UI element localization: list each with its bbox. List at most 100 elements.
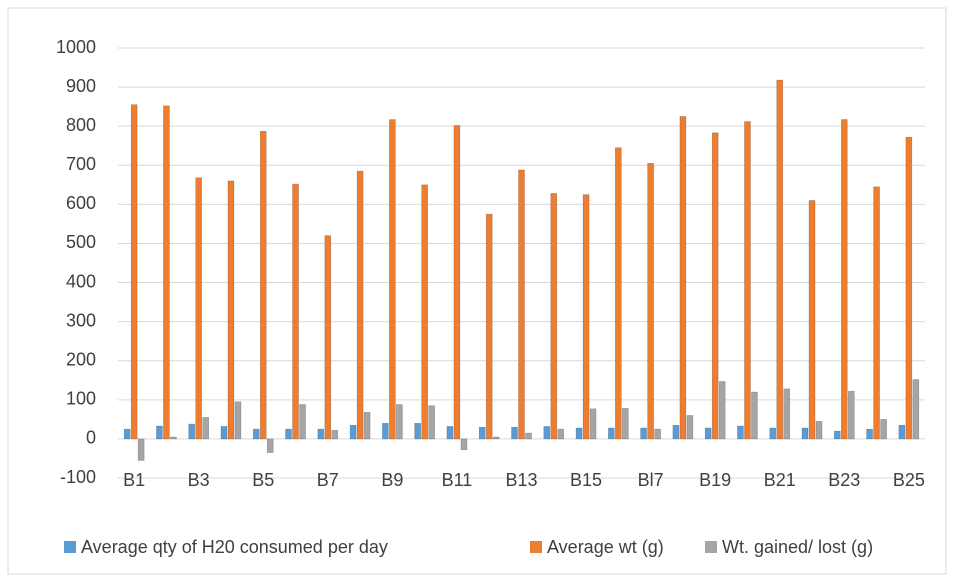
legend-swatch bbox=[64, 541, 76, 553]
bar bbox=[866, 428, 873, 440]
bar bbox=[737, 425, 744, 440]
bar bbox=[460, 438, 468, 451]
bar bbox=[769, 427, 777, 440]
y-tick-label: 200 bbox=[66, 349, 96, 369]
y-tick-label: 500 bbox=[66, 232, 96, 252]
bar bbox=[511, 426, 518, 440]
bar bbox=[912, 379, 920, 440]
bar bbox=[672, 424, 680, 440]
x-tick-label: B3 bbox=[188, 470, 210, 490]
y-tick-label: 300 bbox=[66, 310, 96, 330]
bar bbox=[492, 436, 500, 440]
bar bbox=[299, 404, 306, 440]
bar bbox=[880, 419, 887, 440]
bar bbox=[421, 184, 428, 440]
bar bbox=[550, 193, 558, 440]
y-tick-label: 100 bbox=[66, 389, 96, 409]
bar bbox=[382, 422, 389, 440]
bar bbox=[266, 438, 274, 453]
y-tick-label: 600 bbox=[66, 193, 96, 213]
bar bbox=[478, 426, 486, 440]
bar bbox=[704, 427, 712, 440]
x-tick-label: B7 bbox=[317, 470, 339, 490]
x-tick-label: B21 bbox=[764, 470, 796, 490]
bar bbox=[170, 436, 177, 440]
bar bbox=[847, 390, 855, 440]
bar bbox=[615, 147, 622, 440]
legend-swatch bbox=[530, 541, 542, 553]
bar bbox=[202, 417, 209, 440]
x-tick-label: B1 bbox=[123, 470, 145, 490]
legend-swatch bbox=[705, 541, 717, 553]
bar bbox=[252, 428, 260, 440]
y-tick-label: 800 bbox=[66, 115, 96, 135]
bar bbox=[234, 401, 242, 440]
bar bbox=[485, 213, 493, 440]
y-tick-label: 400 bbox=[66, 271, 96, 291]
bar bbox=[654, 428, 661, 440]
bar bbox=[640, 427, 647, 440]
y-tick-label: 1000 bbox=[56, 37, 96, 57]
bar bbox=[905, 136, 913, 440]
bar bbox=[718, 381, 726, 440]
bar bbox=[317, 428, 325, 440]
y-tick-label: -100 bbox=[60, 467, 96, 487]
bar bbox=[259, 130, 267, 440]
bar bbox=[130, 104, 138, 440]
bar bbox=[220, 426, 228, 440]
bar bbox=[363, 412, 371, 440]
bar bbox=[783, 388, 791, 440]
bar bbox=[137, 438, 145, 461]
bar bbox=[349, 424, 357, 440]
bar bbox=[123, 428, 131, 440]
bar bbox=[679, 116, 687, 440]
bar bbox=[518, 169, 525, 440]
bar bbox=[389, 119, 396, 440]
legend-label: Average qty of H20 consumed per day bbox=[81, 537, 388, 557]
bar bbox=[543, 426, 551, 440]
bar bbox=[356, 170, 364, 440]
bar bbox=[873, 186, 880, 440]
x-tick-label: B23 bbox=[828, 470, 860, 490]
bar bbox=[808, 200, 816, 440]
y-tick-label: 700 bbox=[66, 154, 96, 174]
x-tick-label: B13 bbox=[505, 470, 537, 490]
bar bbox=[396, 404, 403, 440]
x-tick-label: B19 bbox=[699, 470, 731, 490]
chart-frame bbox=[7, 7, 947, 575]
bar bbox=[776, 79, 784, 440]
x-tick-label: B5 bbox=[252, 470, 274, 490]
bar bbox=[414, 422, 421, 440]
x-tick-label: B25 bbox=[893, 470, 925, 490]
legend-label: Wt. gained/ lost (g) bbox=[722, 537, 873, 557]
x-tick-label: B9 bbox=[381, 470, 403, 490]
bar bbox=[292, 183, 299, 440]
bar bbox=[195, 177, 202, 440]
bar bbox=[622, 408, 629, 440]
bar bbox=[575, 427, 583, 440]
bar bbox=[188, 423, 195, 440]
bar bbox=[711, 132, 719, 440]
x-tick-label: B15 bbox=[570, 470, 602, 490]
bar bbox=[453, 125, 461, 440]
bar bbox=[324, 235, 332, 440]
x-tick-label: B11 bbox=[442, 470, 473, 490]
bar bbox=[446, 426, 454, 440]
bar bbox=[898, 424, 906, 440]
bar bbox=[331, 430, 339, 440]
bar bbox=[557, 428, 565, 440]
x-tick-label: Bl7 bbox=[638, 470, 664, 490]
y-tick-label: 0 bbox=[86, 428, 96, 448]
bar bbox=[801, 427, 809, 440]
y-tick-label: 900 bbox=[66, 76, 96, 96]
bar bbox=[744, 121, 751, 440]
bar bbox=[428, 405, 435, 440]
bar bbox=[833, 430, 841, 440]
legend-label: Average wt (g) bbox=[547, 537, 664, 557]
bar bbox=[815, 421, 823, 440]
bar bbox=[751, 391, 758, 440]
bar bbox=[156, 425, 163, 440]
bar bbox=[840, 119, 848, 440]
bar bbox=[686, 415, 694, 440]
bar bbox=[582, 194, 590, 440]
